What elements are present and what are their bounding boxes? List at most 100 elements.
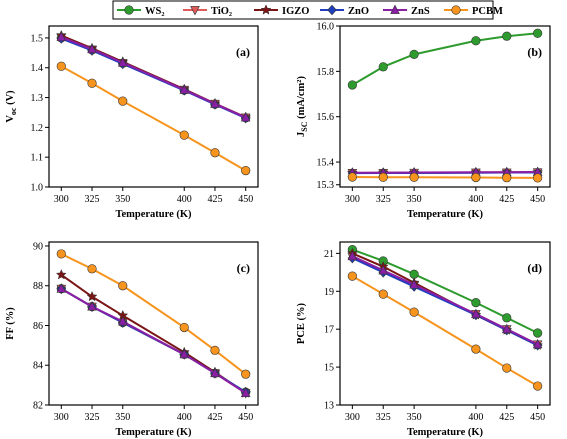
x-tick-label: 425 xyxy=(499,412,514,423)
data-point xyxy=(240,112,251,122)
x-tick-label: 300 xyxy=(345,412,360,423)
x-tick-label: 450 xyxy=(238,194,253,205)
x-tick-label: 450 xyxy=(530,412,545,423)
data-point xyxy=(502,173,512,183)
data-point xyxy=(347,172,357,182)
y-axis-title: FF (%) xyxy=(5,307,16,340)
legend-item-zno: ZnO xyxy=(320,4,369,17)
x-tick-label: 325 xyxy=(376,412,391,423)
data-point xyxy=(179,322,189,333)
data-point xyxy=(87,78,97,88)
legend-item-pcbm: PCBM xyxy=(444,5,503,17)
data-point xyxy=(118,281,128,291)
y-tick-label: 1.2 xyxy=(31,123,44,134)
y-tick-label: 1.0 xyxy=(31,183,44,194)
data-point xyxy=(471,344,481,354)
y-tick-label: 88 xyxy=(33,281,43,292)
series-zno xyxy=(56,283,251,398)
series-pcbm xyxy=(56,249,251,379)
data-point xyxy=(241,369,251,379)
series-ws2 xyxy=(347,28,543,90)
x-axis-title: Temperature (K) xyxy=(115,209,192,220)
data-point xyxy=(210,345,220,355)
data-point xyxy=(471,298,481,308)
legend-label: IGZO xyxy=(282,6,309,17)
y-tick-label: 15.3 xyxy=(317,180,335,191)
legend: WS₂ TiO₂ IGZO ZnO ZnS PCBM xyxy=(112,0,503,20)
data-point xyxy=(347,271,357,281)
y-tick-label: 17 xyxy=(324,325,334,336)
data-point xyxy=(117,316,128,326)
x-tick-label: 350 xyxy=(115,194,130,205)
x-axis-title: Temperature (K) xyxy=(115,427,192,438)
series-line xyxy=(351,32,538,86)
y-tick-label: 15.4 xyxy=(317,158,335,169)
legend-item-ws2: WS₂ xyxy=(117,5,165,17)
data-point xyxy=(87,264,97,274)
data-point xyxy=(210,148,220,158)
x-tick-label: 400 xyxy=(177,412,192,423)
y-axis-title: JSC (mA/cm²) xyxy=(296,76,309,137)
data-point xyxy=(533,28,543,38)
x-tick-label: 425 xyxy=(207,194,222,205)
data-point xyxy=(409,279,419,289)
data-point xyxy=(210,98,220,108)
data-point xyxy=(87,43,97,54)
legend-label: PCBM xyxy=(472,6,503,17)
series-line xyxy=(60,287,247,394)
data-point xyxy=(533,173,543,183)
data-point xyxy=(86,290,98,302)
legend-label: ZnS xyxy=(411,6,430,17)
series-line xyxy=(60,65,247,172)
data-point xyxy=(378,264,389,275)
data-point xyxy=(533,328,543,338)
data-point xyxy=(241,166,251,176)
y-axis-title: Voc (V) xyxy=(5,90,18,123)
legend-marker xyxy=(327,4,337,16)
panel-c: 300 325 350 400 425 450 82 84 86 88 90 Temperature … xyxy=(5,241,259,438)
y-tick-label: 90 xyxy=(33,241,43,252)
series-pcbm xyxy=(347,271,543,391)
data-point xyxy=(347,80,357,90)
series-pcbm xyxy=(347,172,543,183)
data-point xyxy=(502,313,512,323)
series-line xyxy=(60,253,247,375)
data-point xyxy=(409,172,419,182)
plot-frame xyxy=(48,25,259,188)
y-tick-label: 1.5 xyxy=(31,33,44,44)
data-point xyxy=(502,31,512,41)
series-zns xyxy=(56,31,251,122)
x-tick-label: 300 xyxy=(54,194,69,205)
series-line xyxy=(60,36,247,119)
y-tick-label: 16.0 xyxy=(317,22,335,33)
series-line xyxy=(352,176,538,179)
data-point xyxy=(378,62,388,72)
series-line xyxy=(351,275,539,387)
data-point xyxy=(409,307,419,317)
data-point xyxy=(533,381,543,391)
data-point xyxy=(347,250,358,261)
x-tick-label: 425 xyxy=(207,412,222,423)
panel-tag: (a) xyxy=(236,45,250,59)
data-point xyxy=(179,130,189,140)
y-tick-label: 86 xyxy=(33,321,43,332)
panel-tag: (b) xyxy=(527,45,542,59)
y-axis-title: PCE (%) xyxy=(296,302,307,344)
data-point xyxy=(56,31,67,41)
data-point xyxy=(378,172,388,182)
plot-frame xyxy=(339,25,551,188)
series-line xyxy=(352,248,539,334)
legend-item-igzo: IGZO xyxy=(254,4,309,17)
data-point xyxy=(532,338,543,349)
data-point xyxy=(210,367,220,378)
series-zns xyxy=(347,166,543,177)
legend-marker xyxy=(124,5,134,15)
data-point xyxy=(118,96,128,106)
y-tick-label: 1.1 xyxy=(31,153,44,164)
series-line xyxy=(351,255,539,346)
legend-label: TiO₂ xyxy=(211,6,232,17)
series-pcbm xyxy=(56,61,251,176)
x-tick-label: 325 xyxy=(85,194,100,205)
x-tick-label: 300 xyxy=(345,194,360,205)
